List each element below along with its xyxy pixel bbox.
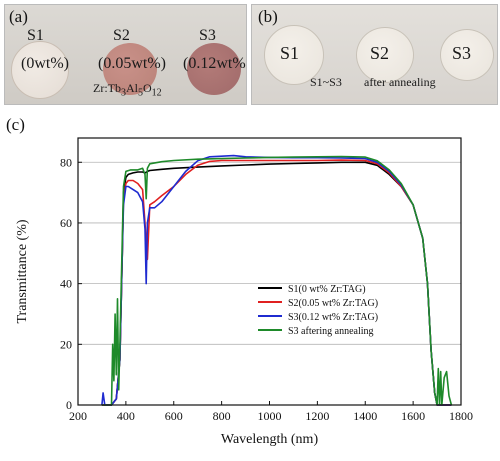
sample-disc-s2 (103, 43, 157, 95)
x-tick-label-6: 1400 (353, 409, 377, 423)
y-tick-label-4: 80 (60, 155, 72, 169)
photo-panel-a: (a) S1 (0wt%) S2 (0.05wt%) S3 (0.12wt%) … (4, 4, 247, 105)
annealed-label-s2: S2 (370, 43, 390, 63)
caption-annealing: after annealing (364, 75, 436, 89)
x-tick-label-4: 1000 (258, 409, 282, 423)
legend-label-1: S2(0.05 wt% Zr:TAG) (288, 298, 378, 309)
x-tick-label-0: 200 (69, 409, 87, 423)
y-tick-label-3: 60 (60, 216, 72, 230)
x-tick-label-5: 1200 (305, 409, 329, 423)
series-line-1 (101, 159, 452, 406)
x-tick-label-3: 800 (213, 409, 231, 423)
panel-tag-b: (b) (258, 7, 278, 26)
x-tick-label-2: 600 (165, 409, 183, 423)
legend-label-2: S3(0.12 wt% Zr:TAG) (288, 312, 378, 323)
annealed-label-s1: S1 (280, 43, 300, 63)
y-tick-label-2: 40 (60, 277, 72, 291)
legend-label-3: S3 aftering annealing (288, 326, 374, 337)
x-tick-label-8: 1800 (449, 409, 473, 423)
sample-label-s1: S1 (27, 27, 44, 44)
series-line-3 (101, 155, 453, 406)
x-tick-label-7: 1600 (401, 409, 425, 423)
composition-formula: Zr:Tb3Al5O12 (93, 81, 162, 99)
sample-note-s1: (0wt%) (21, 55, 69, 72)
sample-disc-s3 (187, 43, 241, 95)
panel-tag-c: (c) (6, 115, 25, 134)
y-axis-label: Transmittance (%) (15, 219, 30, 323)
y-tick-label-1: 20 (60, 337, 72, 351)
annealed-disc-s3 (440, 29, 494, 81)
sample-note-s2: (0.05wt%) (98, 55, 166, 72)
grid-layer (78, 161, 461, 345)
annealed-disc-s2 (356, 27, 414, 83)
x-tick-label-1: 400 (117, 409, 135, 423)
legend-label-0: S1(0 wt% Zr:TAG) (288, 284, 366, 295)
sample-note-s3: (0.12wt%) (183, 55, 247, 72)
annealed-disc-s1 (264, 25, 324, 85)
series-line-2 (101, 154, 452, 406)
panel-tag-a: (a) (9, 7, 28, 26)
sample-disc-s1 (11, 41, 69, 99)
y-tick-label-0: 0 (66, 398, 72, 412)
series-layer (101, 154, 453, 406)
transmittance-chart: (c) 200 400 600 800 1000 1200 1400 1600 1800 0 20 4… (6, 115, 473, 447)
annealed-label-s3: S3 (452, 43, 472, 63)
tick-layer: 200 400 600 800 1000 1200 1400 1600 1800 0 20 40 60 8… (60, 155, 473, 423)
sample-label-s2: S2 (113, 27, 130, 44)
caption-range: S1~S3 (310, 75, 342, 89)
plot-frame (77, 137, 462, 406)
sample-label-s3: S3 (199, 27, 216, 44)
legend: S1(0 wt% Zr:TAG) S2(0.05 wt% Zr:TAG) S3(0.… (258, 284, 378, 337)
photo-panel-b: (b) S1 S2 S3 S1~S3 after annealing (251, 4, 498, 105)
x-axis-label: Wavelength (nm) (221, 432, 319, 447)
